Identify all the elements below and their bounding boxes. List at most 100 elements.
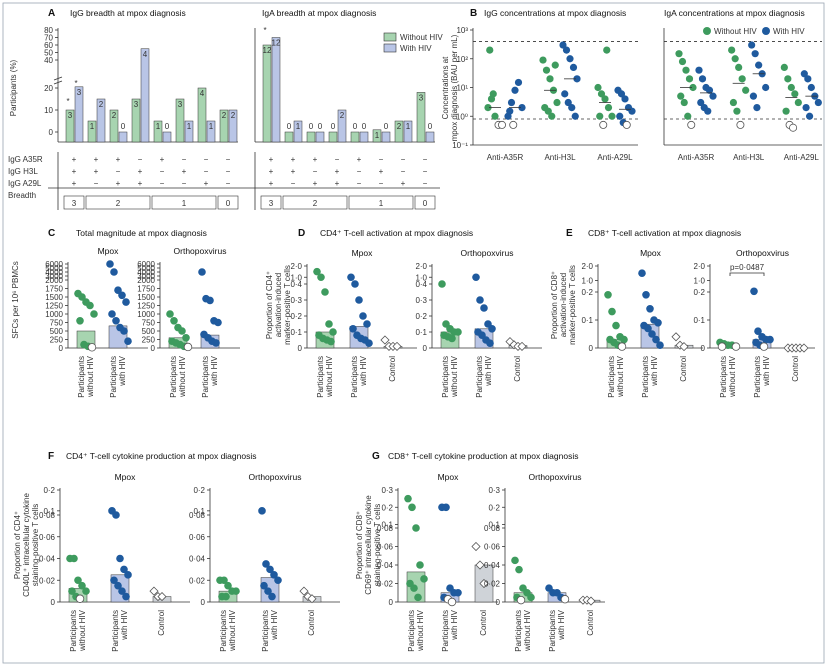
y-tick-label: 0·3 <box>488 486 500 495</box>
breadth-sign: + <box>138 179 143 188</box>
x-label-line1: Participants <box>719 356 728 398</box>
bar-count-label: 0 <box>318 122 323 131</box>
control-point <box>479 578 489 589</box>
data-point <box>120 327 128 335</box>
y-tick-label: 4000 <box>137 268 155 277</box>
data-point <box>114 286 122 295</box>
subpanel-title: Orthopoxvirus <box>249 472 302 482</box>
y-tick-label: 0·08 <box>377 524 394 533</box>
y-tick-label: 0·2 <box>43 486 55 495</box>
y-tick-label: 0·2 <box>381 503 393 512</box>
x-label-line2: without HIV <box>178 355 187 398</box>
x-label-line1: Participants <box>548 610 557 652</box>
y-tick-label: 10⁰ <box>456 112 468 121</box>
x-label-line2: with HIV <box>484 355 493 386</box>
p-value-label: p=0·0487 <box>730 263 765 272</box>
panel-b-block-igg: 10⁻¹ 10⁰ 10¹ 10² 10³ Anti-A35R Anti-H3L Anti-A2… <box>452 26 638 162</box>
data-point <box>488 325 496 333</box>
bar <box>162 131 172 143</box>
panel-e-ylabel-3: marker-positive T cells <box>568 265 577 345</box>
bar <box>197 87 207 143</box>
bar <box>74 86 84 143</box>
x-label-line2: without HIV <box>325 355 334 398</box>
data-point <box>222 592 230 601</box>
breadth-sign: + <box>116 155 121 164</box>
data-point <box>454 328 462 336</box>
bar-count-label: 1 <box>296 122 301 131</box>
category-label: Anti-A35R <box>678 153 715 162</box>
panel-d-ylabel-2: activation-induced <box>274 273 283 337</box>
x-label-line2: without HIV <box>728 355 737 398</box>
y-tick-label: 60 <box>44 41 53 50</box>
data-point <box>628 107 636 115</box>
x-label-line2: without HIV <box>416 609 425 652</box>
legend-dot-without <box>703 27 711 35</box>
breadth-sign: − <box>182 179 187 188</box>
bar-count-label: 2 <box>397 122 402 131</box>
panel-g-ylabel-2: CD69⁺ intracellular cytokine <box>364 495 373 595</box>
y-tick-label: 1·0 <box>415 273 427 282</box>
data-point <box>514 78 523 87</box>
subpanel-mpox: Mpox 025050075010001250150017502000300040… <box>45 246 148 398</box>
y-tick-label: 40 <box>44 56 53 65</box>
control-point <box>149 586 159 596</box>
data-point <box>170 317 178 325</box>
breadth-sign: − <box>204 167 209 176</box>
data-point <box>697 98 705 107</box>
panel-c-title: Total magnitude at mpox diagnosis <box>76 228 207 238</box>
panel-b-legend-without: Without HIV <box>714 27 757 36</box>
data-point <box>539 56 547 64</box>
data-point <box>814 98 822 107</box>
bar-count-label: 1 <box>375 131 380 140</box>
data-point <box>266 565 274 574</box>
x-label-control: Control <box>157 610 166 636</box>
data-point <box>472 273 480 282</box>
y-tick-label: 1750 <box>45 285 63 294</box>
data-point <box>414 593 422 602</box>
significance-star: * <box>66 97 69 106</box>
breadth-sign: + <box>269 179 274 188</box>
bar-count-label: 3 <box>178 100 183 109</box>
breadth-group-box <box>217 195 239 210</box>
data-point <box>742 86 750 94</box>
bar-count-label: 12 <box>263 46 272 55</box>
data-point <box>646 305 654 313</box>
subpanel-orthopoxvirus: Orthopoxvirus 025050075010001250150017502… <box>137 246 240 398</box>
data-point <box>516 595 526 605</box>
y-tick-label: 1500 <box>137 293 155 302</box>
data-point <box>112 317 120 325</box>
data-point <box>507 98 516 107</box>
data-point <box>260 581 268 590</box>
panel-d-title: CD4⁺ T-cell activation at mpox diagnosis <box>320 228 473 238</box>
y-tick-label: 2·0 <box>581 262 593 271</box>
panel-b-legend: Without HIV With HIV <box>703 27 805 36</box>
data-point <box>678 57 687 66</box>
bar <box>219 109 229 143</box>
significance-bracket <box>729 272 765 276</box>
subpanel-orthopoxvirus: Orthopoxvirus 0 0·02 0·04 0·06 0·080·1 0·2 Part… <box>189 472 340 652</box>
data-point <box>447 597 457 607</box>
y-tick-label: 0 <box>151 344 156 353</box>
breadth-sign: − <box>116 167 121 176</box>
y-tick-label: 0·1 <box>488 521 500 530</box>
data-point <box>738 75 746 83</box>
bar <box>416 92 426 143</box>
bar-count-label: 2 <box>222 111 227 120</box>
data-point <box>766 335 774 344</box>
bar <box>372 129 382 143</box>
data-point <box>559 41 567 49</box>
breadth-sign: − <box>94 179 99 188</box>
bar-count-label: 0 <box>331 122 336 131</box>
y-tick-label: 0 <box>423 344 428 353</box>
data-point <box>325 320 333 328</box>
data-point <box>553 98 561 107</box>
panel-b-ylabel-2: mpox diagnosis (BAU per mL) <box>450 34 459 141</box>
data-point <box>329 328 337 336</box>
breadth-sign: + <box>291 167 296 176</box>
y-tick-label: 0·08 <box>189 511 206 520</box>
data-point <box>420 575 428 583</box>
bar-count-label: 4 <box>200 89 205 98</box>
data-point <box>212 339 220 347</box>
y-tick-label: 0 <box>49 128 54 137</box>
data-point <box>351 280 359 288</box>
